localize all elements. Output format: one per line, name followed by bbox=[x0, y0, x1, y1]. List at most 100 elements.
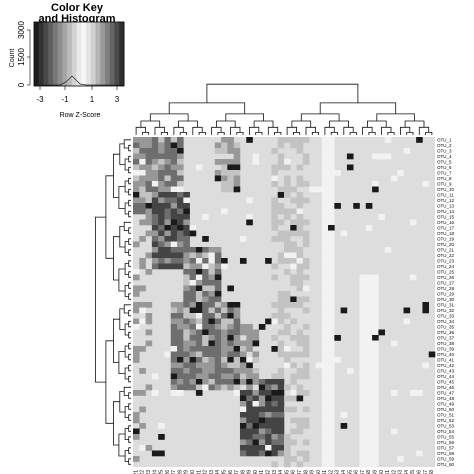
heatmap-cell bbox=[164, 181, 172, 187]
heatmap-cell bbox=[177, 225, 184, 231]
heatmap-cell bbox=[221, 357, 228, 363]
heatmap-cell bbox=[133, 346, 140, 352]
row-label: OTU_60 bbox=[437, 462, 455, 467]
heatmap-cell bbox=[233, 181, 241, 187]
heatmap-cell bbox=[296, 197, 304, 204]
heatmap-cell bbox=[227, 368, 234, 374]
heatmap-cell bbox=[265, 412, 272, 418]
heatmap-cell bbox=[246, 395, 253, 402]
heatmap-cell bbox=[195, 340, 203, 347]
heatmap-cell bbox=[328, 197, 335, 204]
heatmap-cell bbox=[296, 351, 304, 358]
heatmap-cell bbox=[227, 346, 234, 352]
color-key-band bbox=[76, 22, 82, 86]
heatmap-cell bbox=[284, 302, 291, 308]
column-dendrogram-branch bbox=[367, 120, 387, 128]
heatmap-cell bbox=[164, 159, 172, 165]
row-dendrogram-branch bbox=[128, 458, 131, 465]
heatmap-cell bbox=[139, 203, 146, 209]
heatmap-cell bbox=[372, 280, 379, 286]
heatmap-cell bbox=[158, 247, 165, 253]
row-dendrogram-branch bbox=[128, 249, 131, 256]
heatmap-cell bbox=[233, 390, 241, 396]
heatmap-cell bbox=[177, 247, 184, 253]
heatmap-cell bbox=[208, 340, 216, 347]
heatmap-cell bbox=[290, 230, 297, 237]
heatmap-cell bbox=[365, 280, 373, 286]
heatmap-cell bbox=[290, 219, 297, 226]
heatmap-cell bbox=[365, 346, 373, 352]
heatmap-cell bbox=[265, 401, 272, 407]
heatmap-cell bbox=[328, 291, 335, 297]
heatmap-cell bbox=[302, 423, 310, 429]
heatmap-cell bbox=[177, 379, 184, 385]
heatmap-cell bbox=[239, 340, 247, 347]
heatmap-cell bbox=[227, 170, 234, 176]
heatmap-cell bbox=[258, 324, 266, 330]
heatmap-cell bbox=[321, 373, 329, 380]
heatmap-cell bbox=[214, 357, 222, 363]
heatmap-cell bbox=[252, 428, 260, 435]
heatmap-cell bbox=[227, 181, 234, 187]
heatmap-cell bbox=[365, 324, 373, 330]
color-key-x-ticks: -3 -1 1 3 bbox=[36, 86, 120, 104]
heatmap-cell bbox=[296, 280, 304, 286]
heatmap-cell bbox=[277, 428, 285, 435]
heatmap-cell bbox=[214, 340, 222, 347]
heatmap-cell bbox=[321, 208, 329, 215]
heatmap-cell bbox=[208, 274, 216, 281]
heatmap-cell bbox=[284, 181, 291, 187]
heatmap-cell bbox=[246, 197, 253, 204]
row-label: OTU_32 bbox=[437, 308, 455, 313]
heatmap-cell bbox=[252, 439, 260, 446]
heatmap-cell bbox=[359, 379, 367, 385]
heatmap-cell bbox=[277, 236, 285, 242]
heatmap-cell bbox=[170, 186, 178, 193]
column-dendrogram-branch bbox=[387, 132, 395, 135]
column-label: S61 bbox=[385, 470, 391, 474]
column-label: S34 bbox=[215, 470, 221, 474]
row-dendrogram-branch bbox=[128, 188, 131, 196]
heatmap-cell bbox=[183, 219, 190, 226]
column-label: S65 bbox=[410, 470, 416, 474]
heatmap-cell bbox=[321, 379, 329, 385]
heatmap-cell bbox=[296, 258, 304, 264]
heatmap-cell bbox=[183, 379, 190, 385]
heatmap-cell bbox=[252, 423, 260, 429]
heatmap-cell bbox=[252, 401, 260, 407]
heatmap-cell bbox=[189, 263, 197, 270]
heatmap-cell bbox=[372, 434, 379, 440]
heatmap-cell bbox=[302, 406, 310, 413]
row-label: OTU_20 bbox=[437, 242, 455, 247]
heatmap-cell bbox=[372, 373, 379, 380]
heatmap-cell bbox=[158, 236, 165, 242]
column-label: S37 bbox=[234, 470, 240, 474]
heatmap-cell bbox=[164, 197, 172, 204]
column-dendrogram-branch bbox=[173, 126, 184, 135]
heatmap-cell bbox=[390, 340, 398, 347]
heatmap-cell bbox=[183, 335, 190, 341]
heatmap-cell bbox=[321, 368, 329, 374]
heatmap-cell bbox=[296, 252, 304, 259]
heatmap-cell bbox=[321, 401, 329, 407]
heatmap-cell bbox=[183, 357, 190, 363]
heatmap-cell bbox=[177, 214, 184, 220]
heatmap-cell bbox=[328, 241, 335, 248]
row-dendrogram-branch bbox=[123, 304, 131, 314]
heatmap-cell bbox=[296, 225, 304, 231]
heatmap-cell bbox=[321, 263, 329, 270]
heatmap-cell bbox=[321, 280, 329, 286]
heatmap-cell bbox=[321, 450, 329, 457]
heatmap-cell bbox=[221, 170, 228, 176]
heatmap-cell bbox=[151, 252, 159, 259]
heatmap-cell bbox=[139, 346, 146, 352]
heatmap-cell bbox=[328, 274, 335, 281]
heatmap-cell bbox=[296, 142, 304, 149]
heatmap-cell bbox=[177, 362, 184, 369]
row-label: OTU_44 bbox=[437, 374, 455, 379]
row-label: OTU_21 bbox=[437, 247, 455, 252]
heatmap-cell bbox=[265, 417, 272, 424]
heatmap-cell bbox=[145, 137, 153, 143]
heatmap-cell bbox=[195, 373, 203, 380]
heatmap-cell bbox=[365, 373, 373, 380]
